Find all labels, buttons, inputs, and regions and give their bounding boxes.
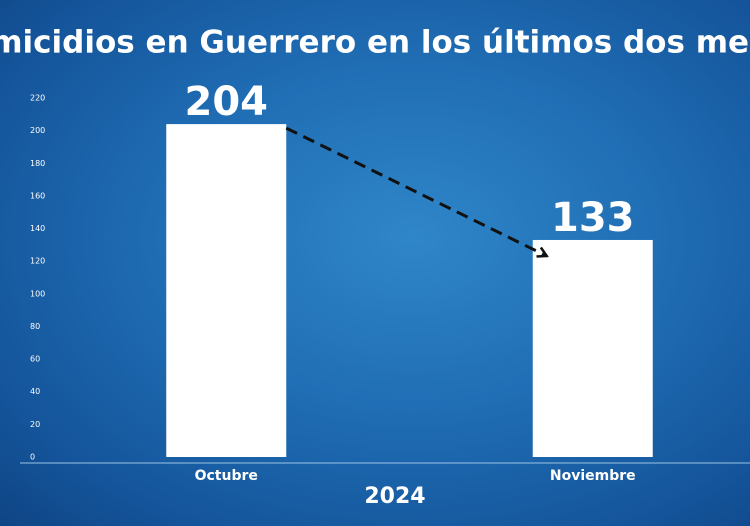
bar	[166, 124, 287, 457]
y-tick-label: 220	[30, 94, 45, 103]
y-tick-label: 100	[30, 289, 45, 298]
chart-title: Homicidios en Guerrero en los últimos do…	[0, 25, 750, 61]
y-tick-label: 200	[30, 126, 45, 135]
y-tick-label: 20	[30, 420, 40, 429]
trend-arrow	[285, 126, 547, 256]
x-tick-label: Noviembre	[550, 468, 636, 484]
y-tick-label: 160	[30, 191, 45, 200]
y-tick-label: 180	[30, 159, 45, 168]
y-tick-label: 0	[30, 453, 35, 462]
y-tick-label: 40	[30, 387, 40, 396]
x-axis-label: 2024	[364, 484, 425, 509]
y-tick-label: 120	[30, 257, 45, 266]
x-tick-label: Octubre	[195, 468, 258, 484]
y-tick-label: 140	[30, 224, 45, 233]
data-label: 133	[551, 195, 635, 241]
data-label: 204	[185, 79, 269, 125]
y-tick-label: 60	[30, 355, 40, 364]
bar	[532, 239, 653, 457]
y-tick-label: 80	[30, 322, 40, 331]
